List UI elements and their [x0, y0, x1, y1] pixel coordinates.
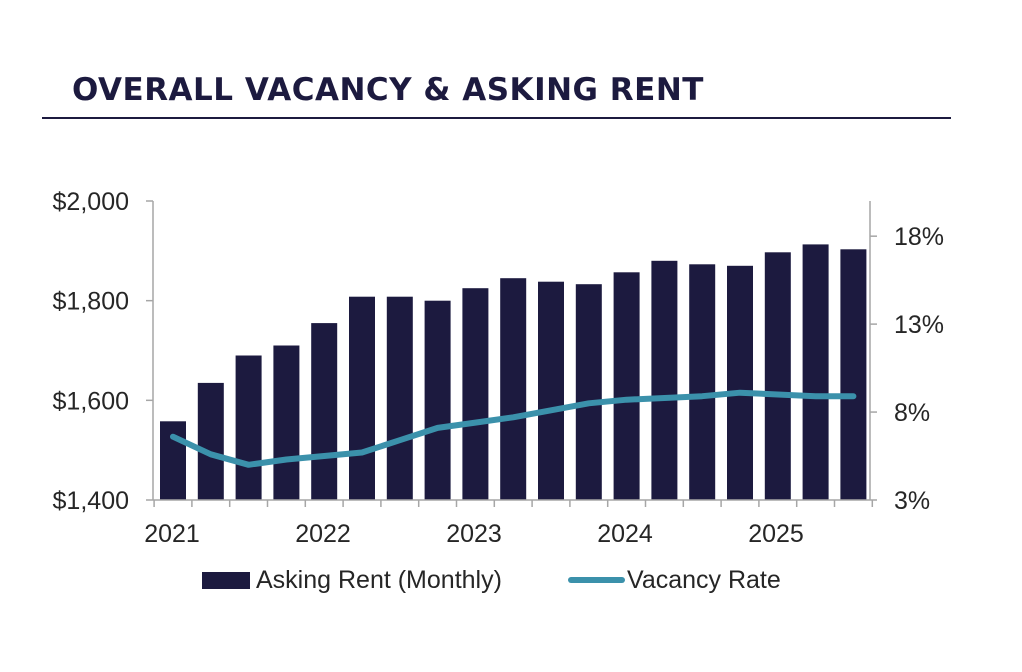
y-tick-label-right: 18% — [894, 223, 944, 251]
legend-swatch-asking-rent — [202, 572, 250, 589]
bar-asking-rent — [424, 300, 451, 500]
line-layer — [170, 389, 857, 468]
title-divider — [42, 117, 951, 119]
bar-asking-rent — [575, 284, 602, 500]
bar-asking-rent — [273, 345, 300, 500]
x-tick-label: 2022 — [295, 520, 351, 548]
bar-asking-rent — [802, 244, 829, 500]
bar-asking-rent — [727, 265, 753, 500]
bar-asking-rent — [500, 278, 527, 500]
bar-asking-rent — [689, 264, 716, 500]
y-tick-label-left: $1,800 — [53, 288, 129, 316]
line-vacancy-rate — [170, 389, 857, 468]
x-tick-label: 2024 — [597, 520, 653, 548]
bar-asking-rent — [462, 288, 489, 500]
x-tick-label: 2025 — [748, 520, 804, 548]
legend-label-vacancy-rate: Vacancy Rate — [627, 566, 781, 594]
y-tick-label-left: $2,000 — [53, 188, 129, 216]
y-tick-label-left: $1,400 — [53, 487, 129, 515]
legend-label-asking-rent: Asking Rent (Monthly) — [256, 566, 502, 594]
x-tick-label: 2021 — [144, 520, 200, 548]
bar-asking-rent — [197, 382, 224, 500]
bar-asking-rent — [160, 421, 186, 500]
y-tick-label-right: 8% — [894, 399, 930, 427]
chart-title: OVERALL VACANCY & ASKING RENT — [72, 72, 704, 108]
bar-asking-rent — [311, 323, 338, 500]
y-tick-label-right: 13% — [894, 311, 944, 339]
bar-asking-rent — [764, 252, 791, 500]
bar-asking-rent — [235, 355, 262, 500]
bar-asking-rent — [538, 281, 564, 500]
axes-layer: $1,400 $1,600 $1,800 $2,000 3% 8% 13% 18% 2021 20… — [53, 188, 945, 548]
bar-asking-rent — [349, 296, 375, 500]
y-tick-label-right: 3% — [894, 487, 930, 515]
bar-asking-rent — [651, 260, 678, 500]
bar-asking-rent — [386, 296, 413, 500]
legend: Asking Rent (Monthly) Vacancy Rate — [202, 566, 781, 594]
y-tick-label-left: $1,600 — [53, 387, 129, 415]
bars-layer — [160, 244, 867, 500]
bar-asking-rent — [613, 272, 640, 500]
x-tick-label: 2023 — [446, 520, 502, 548]
bar-asking-rent — [840, 249, 867, 500]
